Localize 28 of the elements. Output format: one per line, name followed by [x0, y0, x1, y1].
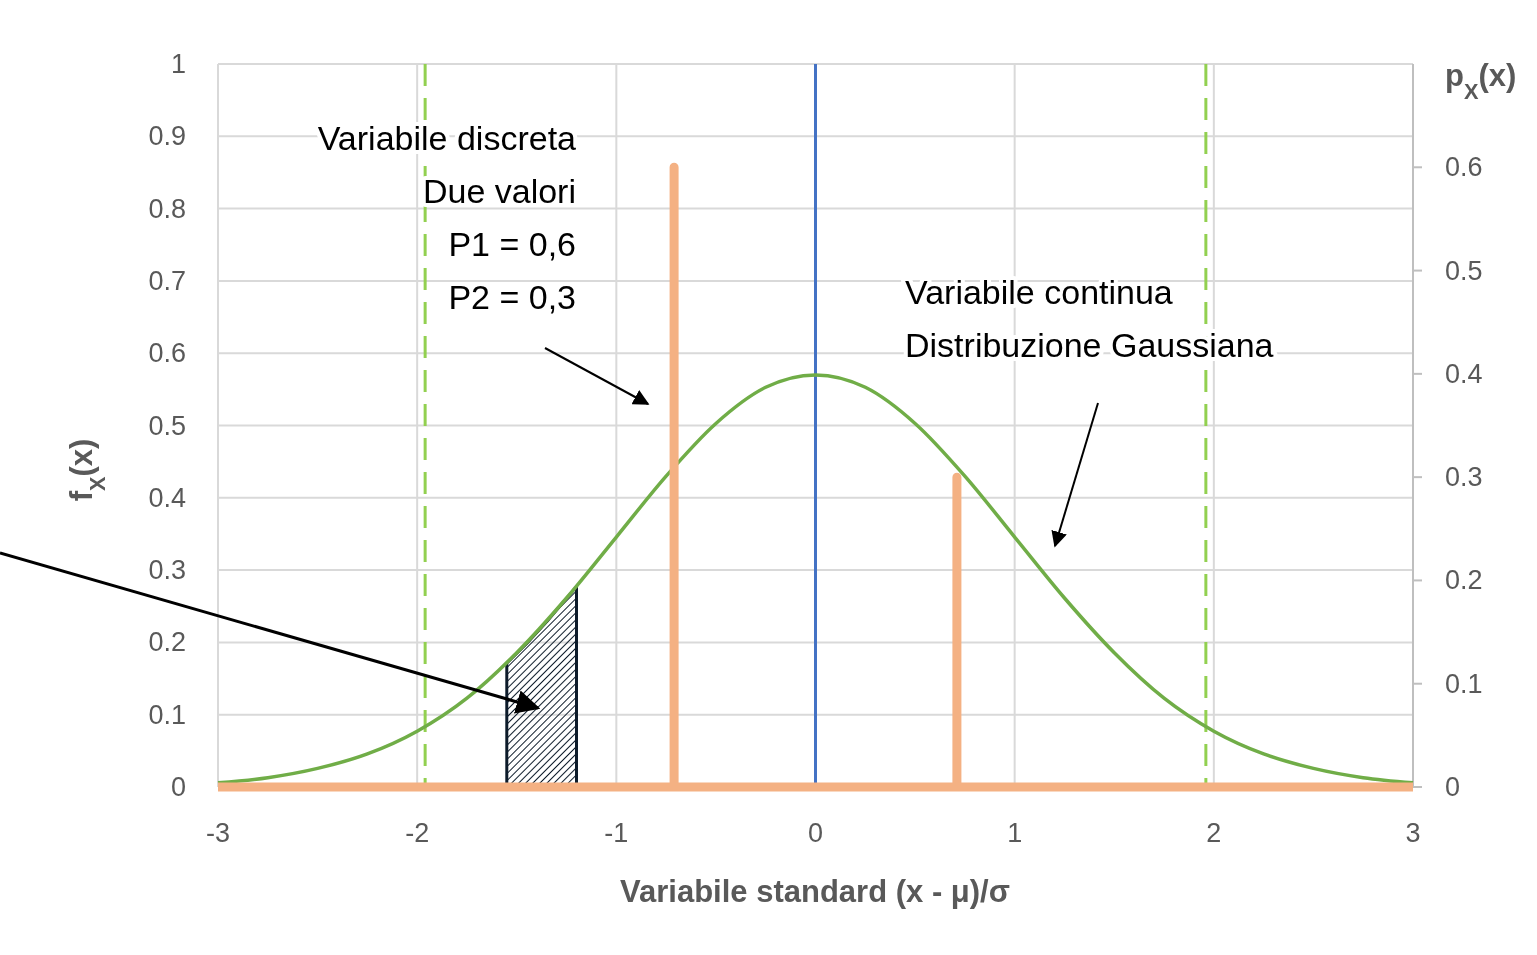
y-tick-label: 0.3 [148, 555, 186, 586]
y2-tick-label: 0.2 [1445, 565, 1483, 596]
x-tick-label: 0 [807, 818, 824, 848]
line-series [216, 373, 1415, 785]
y-tick-label: 1 [170, 49, 186, 79]
y2-tick-label: 0.6 [1445, 152, 1483, 183]
x-axis-title: Variabile standard (x - μ)/σ [620, 874, 1010, 909]
x-tick-label: 3 [1405, 818, 1421, 848]
y2-tick-label: 0.3 [1445, 462, 1483, 493]
x-tick-label: -1 [604, 818, 629, 848]
x-tick-label: -3 [205, 818, 231, 848]
y2-tick-label: 0 [1445, 772, 1461, 802]
y2-tick-label: 0.4 [1445, 358, 1483, 389]
y-tick-label: 0.8 [148, 193, 186, 224]
y-tick-label: 0.5 [148, 410, 186, 441]
y-tick-label: 0 [170, 772, 186, 802]
y2-tick-label: 0.5 [1445, 255, 1483, 286]
y-tick-label: 0.7 [148, 265, 186, 296]
y-tick-label: 0.2 [148, 627, 186, 658]
y-tick-label: 0.6 [148, 338, 186, 369]
y2-axis-title: p$_{X}$(x) [1445, 58, 1517, 104]
y-tick-label: 0.9 [148, 121, 186, 152]
x-tick-label: 2 [1206, 818, 1222, 848]
x-tick-label: 1 [1007, 818, 1023, 848]
y-tick-label: 0.4 [148, 482, 186, 513]
y-tick-label: 0.1 [148, 699, 186, 730]
x-tick-label: -2 [405, 818, 430, 848]
y2-tick-label: 0.1 [1445, 668, 1483, 699]
